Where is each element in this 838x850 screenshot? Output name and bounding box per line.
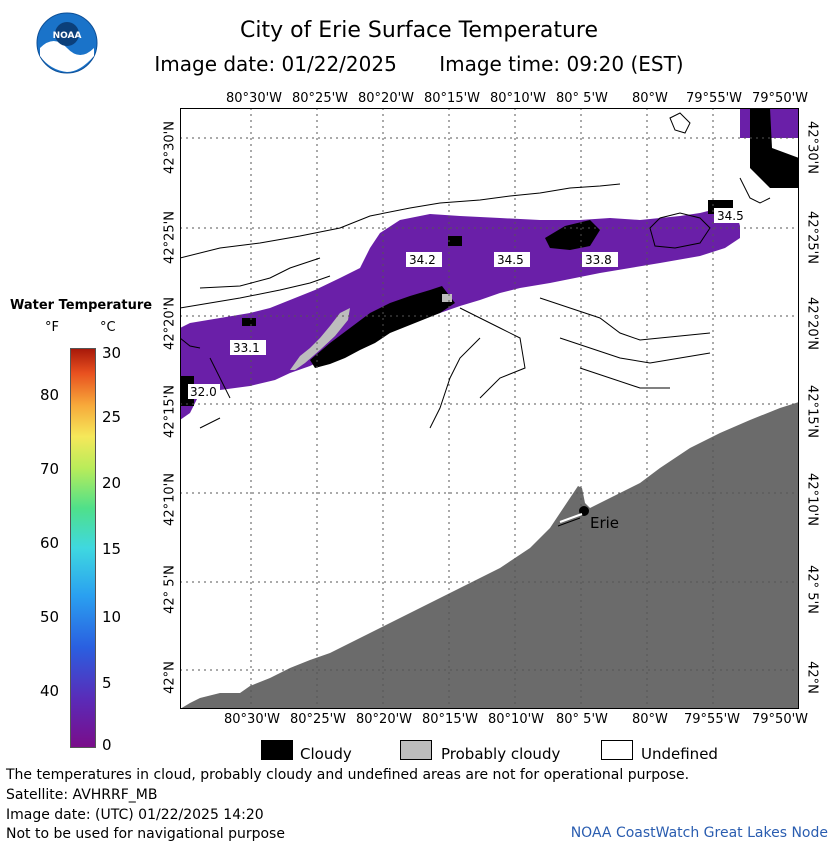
lon-label: 80°25'W xyxy=(292,91,349,106)
lon-label: 79°55'W xyxy=(684,712,741,727)
lon-label: 80°10'W xyxy=(490,91,547,106)
map-title: City of Erie Surface Temperature xyxy=(239,18,599,43)
svg-text:NOAA: NOAA xyxy=(53,31,82,41)
c-tick: 0 xyxy=(102,736,112,754)
f-tick: 50 xyxy=(40,608,60,626)
footer-navigation-warning: Not to be used for navigational purpose xyxy=(6,826,285,842)
cloudy-area xyxy=(242,318,256,326)
lat-label: 42°N xyxy=(162,661,178,694)
footer-satellite: Satellite: AVHRRF_MB xyxy=(6,787,158,803)
lon-label: 80°W xyxy=(632,91,668,106)
lat-label: 42° 5'N xyxy=(162,565,178,614)
c-tick: 20 xyxy=(102,474,122,492)
f-tick: 70 xyxy=(40,460,60,478)
lat-label: 42°15'N xyxy=(162,385,178,438)
cloudy-key-label: Cloudy xyxy=(300,745,352,763)
probably-cloudy-area xyxy=(442,294,452,302)
c-tick: 30 xyxy=(102,344,122,362)
color-scale-bar xyxy=(70,348,96,748)
c-tick: 15 xyxy=(102,540,122,558)
temperature-label: 34.5 xyxy=(717,209,744,223)
lat-label: 42°30'N xyxy=(804,121,820,174)
temperature-label: 32.0 xyxy=(190,385,217,399)
legend-title: Water Temperature xyxy=(10,298,153,313)
undefined-swatch xyxy=(601,740,633,760)
lon-label: 80°25'W xyxy=(290,712,347,727)
lon-label: 79°55'W xyxy=(686,91,743,106)
c-tick: 10 xyxy=(102,608,122,626)
image-time: Image time: 09:20 (EST) xyxy=(439,52,684,76)
cloudy-area xyxy=(545,220,600,250)
lat-label: 42°N xyxy=(804,661,820,694)
temperature-label: 34.2 xyxy=(409,253,436,267)
lat-label: 42°25'N xyxy=(162,211,178,264)
lon-label: 80°10'W xyxy=(488,712,545,727)
unit-celsius: °C xyxy=(100,320,116,335)
lon-label: 80° 5'W xyxy=(556,91,608,106)
temperature-map: Erie 33.1 32.0 34.2 34.5 33.8 34.5 xyxy=(180,108,799,709)
unit-fahrenheit: °F xyxy=(45,320,59,335)
f-tick: 60 xyxy=(40,534,60,552)
temperature-label: 33.1 xyxy=(233,341,260,355)
image-date: Image date: 01/22/2025 xyxy=(154,52,397,76)
ice-contours xyxy=(180,112,771,429)
lon-label: 80°15'W xyxy=(422,712,479,727)
footer-disclaimer: The temperatures in cloud, probably clou… xyxy=(6,767,690,783)
f-tick: 40 xyxy=(40,682,60,700)
noaa-logo: NOAA xyxy=(36,12,98,74)
lon-label: 80°30'W xyxy=(226,91,283,106)
cloudy-area xyxy=(310,286,455,368)
lon-label: 80°30'W xyxy=(224,712,281,727)
cloudy-area xyxy=(448,236,462,246)
lat-label: 42°20'N xyxy=(162,297,178,350)
lon-label: 79°50'W xyxy=(752,91,809,106)
lat-label: 42°25'N xyxy=(804,211,820,264)
lat-label: 42°20'N xyxy=(804,297,820,350)
temperature-label: 34.5 xyxy=(497,253,524,267)
lat-label: 42°10'N xyxy=(162,473,178,526)
lat-label: 42°10'N xyxy=(804,473,820,526)
lon-label: 79°50'W xyxy=(752,712,809,727)
land-area xyxy=(180,402,799,709)
c-tick: 5 xyxy=(102,674,112,692)
noaa-credit: NOAA CoastWatch Great Lakes Node xyxy=(570,825,828,841)
lon-label: 80°20'W xyxy=(356,712,413,727)
f-tick: 80 xyxy=(40,386,60,404)
cloudy-swatch xyxy=(261,740,293,760)
lon-label: 80° 5'W xyxy=(556,712,608,727)
lat-label: 42°15'N xyxy=(804,385,820,438)
undefined-key-label: Undefined xyxy=(641,745,718,763)
temperature-label: 33.8 xyxy=(585,253,612,267)
footer-utc-date: Image date: (UTC) 01/22/2025 14:20 xyxy=(6,807,264,823)
c-tick: 25 xyxy=(102,408,122,426)
probably-cloudy-swatch xyxy=(400,740,432,760)
lon-label: 80°20'W xyxy=(358,91,415,106)
image-date-time: Image date: 01/22/2025 Image time: 09:20… xyxy=(0,52,838,76)
probably-cloudy-area xyxy=(290,308,350,370)
lon-label: 80°15'W xyxy=(424,91,481,106)
lat-label: 42° 5'N xyxy=(804,565,820,614)
probably-cloudy-key-label: Probably cloudy xyxy=(441,745,561,763)
lon-label: 80°W xyxy=(632,712,668,727)
erie-city-label: Erie xyxy=(590,514,619,532)
cloudy-area xyxy=(750,108,799,188)
lat-label: 42°30'N xyxy=(162,121,178,174)
